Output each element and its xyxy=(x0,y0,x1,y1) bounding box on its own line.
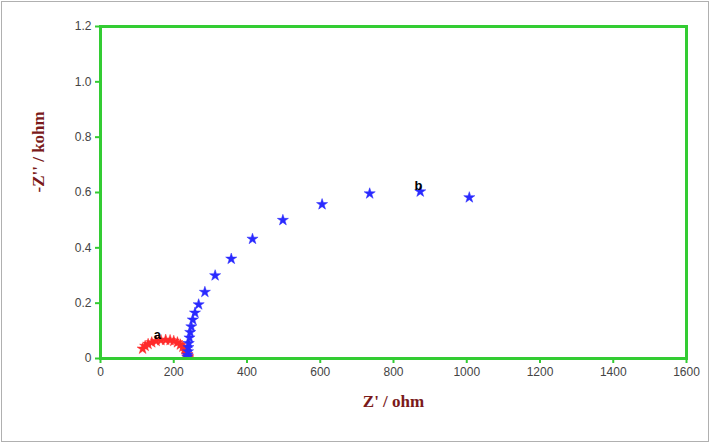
svg-text:a: a xyxy=(154,327,162,342)
svg-text:0: 0 xyxy=(97,365,104,379)
svg-text:400: 400 xyxy=(237,365,257,379)
svg-text:b: b xyxy=(414,178,422,193)
svg-text:Z' / ohm: Z' / ohm xyxy=(363,392,424,411)
svg-text:0.6: 0.6 xyxy=(75,185,92,199)
svg-text:1000: 1000 xyxy=(453,365,480,379)
svg-text:1600: 1600 xyxy=(673,365,700,379)
svg-text:200: 200 xyxy=(164,365,184,379)
svg-text:0: 0 xyxy=(85,351,92,365)
svg-text:800: 800 xyxy=(383,365,403,379)
svg-text:-Z'' / kohm: -Z'' / kohm xyxy=(29,111,48,192)
svg-text:1400: 1400 xyxy=(600,365,627,379)
svg-text:0.4: 0.4 xyxy=(75,241,92,255)
svg-text:0.8: 0.8 xyxy=(75,130,92,144)
svg-text:1.0: 1.0 xyxy=(75,75,92,89)
svg-text:600: 600 xyxy=(310,365,330,379)
svg-text:1.2: 1.2 xyxy=(75,19,92,33)
svg-text:1200: 1200 xyxy=(527,365,554,379)
svg-text:0.2: 0.2 xyxy=(75,296,92,310)
